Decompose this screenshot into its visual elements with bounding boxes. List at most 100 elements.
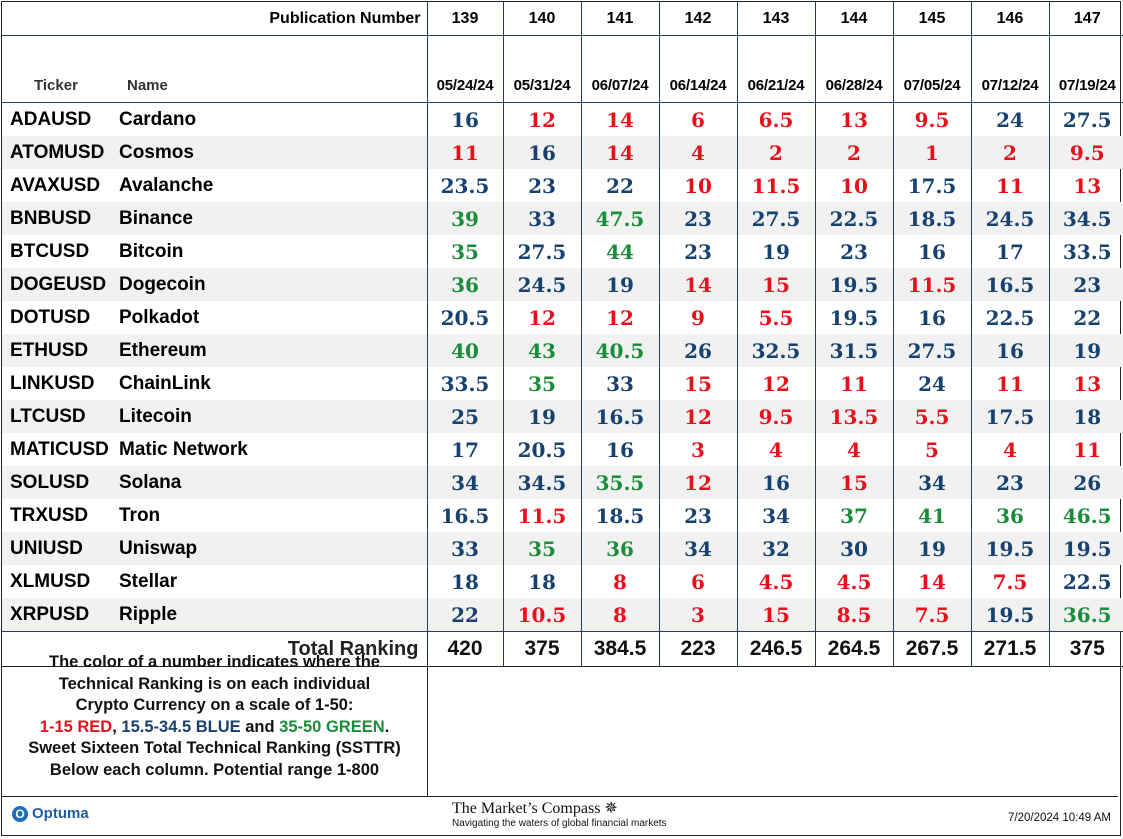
ranking-value: 24.5 bbox=[502, 268, 581, 301]
ranking-value: 12 bbox=[658, 400, 737, 433]
ranking-value: 14 bbox=[892, 565, 971, 598]
legend-line: Technical Ranking is on each individual bbox=[58, 674, 371, 693]
ranking-value: 16.5 bbox=[970, 268, 1049, 301]
ranking-value: 4.5 bbox=[736, 565, 815, 598]
ranking-value: 1 bbox=[892, 136, 971, 169]
name-cell: Bitcoin bbox=[119, 240, 184, 262]
ranking-value: 9 bbox=[658, 301, 737, 334]
ranking-value: 15 bbox=[814, 466, 893, 499]
publication-number: 140 bbox=[502, 2, 581, 36]
table-row: UNIUSD Uniswap 33 35 36 34 32 30 19 19.5 19.5 bbox=[2, 532, 1123, 565]
ranking-value: 47.5 bbox=[580, 202, 659, 235]
ranking-value: 4 bbox=[736, 433, 815, 466]
ranking-value: 18 bbox=[1048, 400, 1123, 433]
total-value: 267.5 bbox=[892, 631, 971, 667]
name-cell: Uniswap bbox=[117, 532, 427, 565]
ranking-value: 16 bbox=[892, 235, 971, 268]
ranking-value: 4 bbox=[814, 433, 893, 466]
ranking-value: 22 bbox=[580, 169, 659, 202]
compass-tagline: Navigating the waters of global financia… bbox=[452, 818, 667, 829]
ticker-cell: LTCUSD bbox=[2, 400, 117, 433]
ticker-cell: SOLUSD bbox=[2, 466, 117, 499]
ranking-value: 19 bbox=[736, 235, 815, 268]
ranking-value: 33 bbox=[502, 202, 581, 235]
ranking-value: 3 bbox=[658, 433, 737, 466]
ranking-value: 27.5 bbox=[1048, 102, 1123, 136]
ranking-value: 17.5 bbox=[970, 400, 1049, 433]
market-compass-logo: The Market’s Compass ✵ Navigating the wa… bbox=[452, 798, 667, 829]
ranking-value: 9.5 bbox=[892, 102, 971, 136]
date-header: 07/19/24 bbox=[1048, 69, 1123, 103]
ticker-cell: BNBUSD bbox=[2, 202, 117, 235]
ranking-value: 15 bbox=[736, 268, 815, 301]
table-row: DOGEUSD Dogecoin 36 24.5 19 14 15 19.5 11.5 16.5 2… bbox=[2, 268, 1123, 301]
ranking-value: 22 bbox=[426, 598, 503, 632]
ranking-value: 19.5 bbox=[814, 301, 893, 334]
footer-divider bbox=[2, 796, 1118, 797]
ranking-value: 12 bbox=[658, 466, 737, 499]
ticker-cell: XRPUSD bbox=[2, 598, 117, 632]
ticker-cell: ETHUSD bbox=[2, 334, 117, 367]
table-row: XLMUSD Stellar 18 18 8 6 4.5 4.5 14 7.5 22.5 bbox=[2, 565, 1123, 598]
ranking-value: 22.5 bbox=[970, 301, 1049, 334]
table-row: TRXUSD Tron 16.5 11.5 18.5 23 34 37 41 36 46.5 bbox=[2, 499, 1123, 532]
ranking-value: 10.5 bbox=[502, 598, 581, 632]
ranking-value: 16 bbox=[502, 136, 581, 169]
date-header: 06/28/24 bbox=[814, 69, 893, 103]
ranking-value: 17 bbox=[426, 433, 503, 466]
ranking-value: 14 bbox=[658, 268, 737, 301]
ranking-value: 17.5 bbox=[892, 169, 971, 202]
ranking-value: 15 bbox=[736, 598, 815, 632]
total-value: 375 bbox=[502, 631, 581, 667]
total-value: 223 bbox=[658, 631, 737, 667]
date-header: 06/21/24 bbox=[736, 69, 815, 103]
ranking-value: 22.5 bbox=[814, 202, 893, 235]
ranking-value: 19 bbox=[1048, 334, 1123, 367]
publication-number: 147 bbox=[1048, 2, 1123, 36]
table-row: LTCUSD Litecoin 25 19 16.5 12 9.5 13.5 5.5 17.5 18 bbox=[2, 400, 1123, 433]
ranking-value: 24.5 bbox=[970, 202, 1049, 235]
ticker-cell: DOTUSD bbox=[10, 306, 91, 328]
ranking-value: 11 bbox=[970, 169, 1049, 202]
table-row: ADAUSD Cardano 16 12 14 6 6.5 13 9.5 24 27.5 bbox=[2, 102, 1123, 136]
total-ranking-label: Total Ranking bbox=[2, 631, 427, 667]
ranking-value: 13 bbox=[1048, 367, 1123, 400]
ticker-column-header: Ticker bbox=[2, 69, 117, 103]
ranking-value: 16.5 bbox=[426, 499, 503, 532]
legend-blue: 15.5-34.5 BLUE bbox=[121, 717, 241, 736]
ranking-value: 13.5 bbox=[814, 400, 893, 433]
total-value: 420 bbox=[426, 631, 503, 667]
date-header: 06/14/24 bbox=[658, 69, 737, 103]
ranking-value: 12 bbox=[736, 367, 815, 400]
ticker-cell: UNIUSD bbox=[2, 532, 117, 565]
ranking-value: 16.5 bbox=[580, 400, 659, 433]
optuma-icon: O bbox=[12, 805, 28, 822]
table-row: BTCUSD Bitcoin 35 27.5 44 23 19 23 16 17 33.5 bbox=[2, 235, 1123, 268]
total-value: 246.5 bbox=[736, 631, 815, 667]
ranking-value: 22.5 bbox=[1048, 565, 1123, 598]
ticker-cell: ATOMUSD bbox=[2, 136, 117, 169]
legend-line: Crypto Currency on a scale of 1-50: bbox=[75, 696, 354, 714]
ticker-cell: XLMUSD bbox=[10, 570, 91, 592]
table-row: ATOMUSD Cosmos 11 16 14 4 2 2 1 2 9.5 bbox=[2, 136, 1123, 169]
ranking-value: 18.5 bbox=[580, 499, 659, 532]
ranking-value: 2 bbox=[970, 136, 1049, 169]
ranking-value: 5 bbox=[892, 433, 971, 466]
ranking-value: 35 bbox=[502, 532, 581, 565]
timestamp: 7/20/2024 10:49 AM bbox=[1008, 812, 1111, 824]
table-row: DOTUSD Polkadot 20.5 12 12 9 5.5 19.5 16 22.5 22 bbox=[2, 301, 1123, 334]
ranking-value: 19.5 bbox=[1048, 532, 1123, 565]
ranking-value: 36 bbox=[970, 499, 1049, 532]
publication-number: 142 bbox=[658, 2, 737, 36]
legend-line: Below each column. Potential range 1-800 bbox=[49, 760, 380, 779]
ranking-value: 4.5 bbox=[814, 565, 893, 598]
ranking-value: 36 bbox=[426, 268, 503, 301]
name-cell: Dogecoin bbox=[117, 268, 427, 301]
ranking-value: 13 bbox=[814, 102, 893, 136]
ranking-value: 34 bbox=[736, 499, 815, 532]
name-cell: Ripple bbox=[117, 598, 427, 632]
ranking-value: 3 bbox=[658, 598, 737, 632]
ranking-value: 6.5 bbox=[736, 102, 815, 136]
legend-line: The color of a number indicates where th… bbox=[49, 653, 380, 671]
ranking-value: 16 bbox=[426, 102, 503, 136]
